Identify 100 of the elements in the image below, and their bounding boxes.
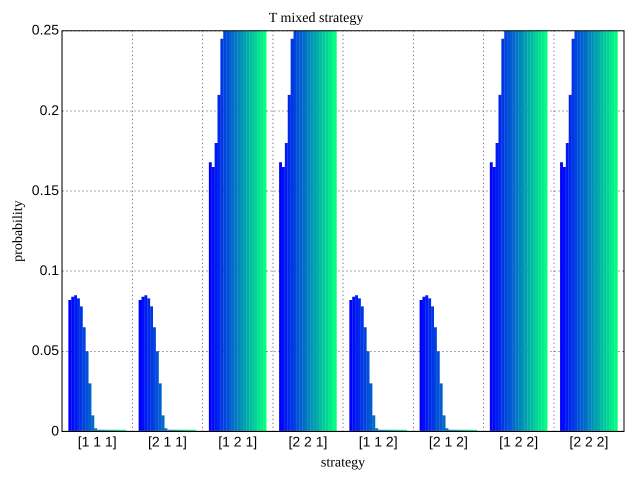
bar xyxy=(544,30,548,431)
bar xyxy=(212,167,215,431)
bar xyxy=(492,167,496,431)
bar xyxy=(294,30,296,431)
bar xyxy=(422,296,426,431)
bar xyxy=(74,295,78,431)
bar xyxy=(574,30,578,431)
bar xyxy=(522,30,524,431)
bar xyxy=(560,162,563,431)
bar xyxy=(594,30,598,431)
bar xyxy=(436,351,440,431)
bar xyxy=(533,30,536,431)
bar xyxy=(238,30,241,431)
bar xyxy=(214,142,218,431)
bar xyxy=(562,167,566,431)
bar xyxy=(370,383,372,431)
bar xyxy=(232,30,235,431)
bar xyxy=(150,306,154,431)
bar xyxy=(496,142,498,431)
bar xyxy=(512,30,516,431)
bar xyxy=(358,298,361,431)
x-tick-label: [2 2 1] xyxy=(288,434,328,450)
bar xyxy=(77,298,80,431)
bar xyxy=(352,296,356,431)
bar xyxy=(314,30,317,431)
bar xyxy=(524,30,528,431)
bar xyxy=(428,298,432,431)
bar xyxy=(442,415,446,431)
bar xyxy=(586,30,589,431)
bar xyxy=(226,30,230,431)
bar xyxy=(355,295,358,431)
bar xyxy=(86,351,89,431)
bar xyxy=(240,30,244,431)
y-tick-label: 0.1 xyxy=(40,262,60,278)
bar xyxy=(518,30,522,431)
bar xyxy=(510,30,513,431)
bar xyxy=(302,30,306,431)
x-tick-label: [1 1 1] xyxy=(78,434,117,450)
bar xyxy=(434,327,437,431)
bar xyxy=(319,30,322,431)
x-tick-label: [1 1 2] xyxy=(358,434,398,450)
bar xyxy=(144,295,148,431)
bar xyxy=(504,30,508,431)
bar xyxy=(243,30,246,431)
x-tick-label: [2 2 2] xyxy=(569,434,608,450)
bar xyxy=(446,428,448,431)
bar xyxy=(80,306,83,431)
bar xyxy=(568,94,572,431)
bar xyxy=(229,30,232,431)
bar xyxy=(218,94,220,431)
bar xyxy=(164,428,168,431)
x-tick-label: [2 1 2] xyxy=(428,434,468,450)
bar xyxy=(288,94,291,431)
bar xyxy=(498,94,502,431)
bar xyxy=(583,30,586,431)
x-tick-label: [1 2 1] xyxy=(218,434,258,450)
bar xyxy=(316,30,320,431)
bar xyxy=(609,30,612,431)
bar xyxy=(156,351,159,431)
bar xyxy=(598,30,600,431)
bar xyxy=(264,30,266,431)
bar xyxy=(431,306,434,431)
x-tick-label: [2 1 1] xyxy=(148,434,187,450)
bar xyxy=(138,300,142,431)
bar xyxy=(588,30,592,431)
bar xyxy=(282,167,285,431)
bar xyxy=(612,30,615,431)
bar xyxy=(420,300,422,431)
y-axis-title: probability xyxy=(11,200,26,262)
bar xyxy=(330,30,334,431)
bar xyxy=(68,300,72,431)
bar xyxy=(260,30,264,431)
bar xyxy=(372,415,376,431)
y-tick-label: 0.05 xyxy=(32,342,60,358)
y-tick-label: 0 xyxy=(51,422,60,438)
chart-title: T mixed strategy xyxy=(268,11,364,26)
bar xyxy=(94,428,98,431)
bar xyxy=(141,296,144,431)
bar xyxy=(308,30,311,431)
y-tick-label: 0.25 xyxy=(32,22,60,38)
bar xyxy=(536,30,539,431)
x-axis-title: strategy xyxy=(320,455,366,470)
bar xyxy=(290,38,294,431)
bar xyxy=(305,30,308,431)
bar xyxy=(279,162,282,431)
y-tick-label: 0.2 xyxy=(40,102,60,118)
bar xyxy=(220,38,224,431)
bar xyxy=(162,415,165,431)
y-tick-label: 0.15 xyxy=(32,182,60,198)
bar xyxy=(507,30,510,431)
x-tick-label: [1 2 2] xyxy=(499,434,538,450)
bar xyxy=(600,30,604,431)
bar xyxy=(153,327,156,431)
bar xyxy=(364,327,367,431)
bar xyxy=(366,351,370,431)
bar xyxy=(530,30,534,431)
bar xyxy=(375,428,378,431)
bar xyxy=(606,30,610,431)
bar xyxy=(91,415,94,431)
bar xyxy=(325,30,328,431)
